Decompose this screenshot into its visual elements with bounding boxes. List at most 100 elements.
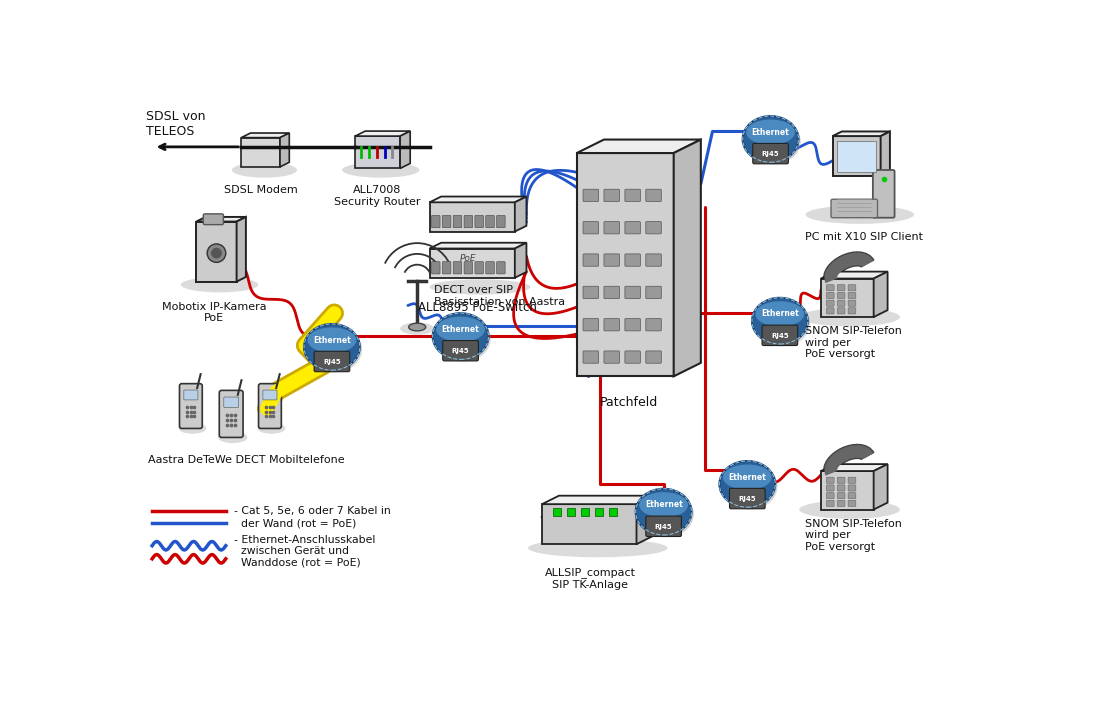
FancyBboxPatch shape <box>826 478 834 483</box>
Ellipse shape <box>208 244 226 262</box>
Polygon shape <box>430 196 527 202</box>
Ellipse shape <box>409 323 425 331</box>
FancyBboxPatch shape <box>454 215 461 228</box>
Polygon shape <box>280 133 290 167</box>
Ellipse shape <box>754 300 810 346</box>
FancyBboxPatch shape <box>583 318 599 331</box>
FancyBboxPatch shape <box>848 493 856 499</box>
FancyBboxPatch shape <box>625 286 640 298</box>
Text: ALL7008
Security Router: ALL7008 Security Router <box>333 186 420 207</box>
FancyBboxPatch shape <box>604 286 620 298</box>
FancyBboxPatch shape <box>485 262 494 274</box>
Ellipse shape <box>232 162 297 178</box>
Polygon shape <box>355 136 400 168</box>
Text: RJ45: RJ45 <box>451 348 469 354</box>
Polygon shape <box>833 136 881 176</box>
Polygon shape <box>821 464 888 471</box>
Polygon shape <box>821 471 873 510</box>
Polygon shape <box>197 222 236 282</box>
FancyBboxPatch shape <box>646 286 661 298</box>
FancyBboxPatch shape <box>837 285 845 291</box>
FancyBboxPatch shape <box>873 170 894 218</box>
FancyBboxPatch shape <box>485 215 494 228</box>
FancyBboxPatch shape <box>826 493 834 499</box>
FancyBboxPatch shape <box>496 262 505 274</box>
FancyBboxPatch shape <box>625 222 640 234</box>
FancyBboxPatch shape <box>826 485 834 491</box>
Ellipse shape <box>721 463 777 510</box>
FancyBboxPatch shape <box>837 478 845 483</box>
Polygon shape <box>542 495 654 504</box>
FancyBboxPatch shape <box>583 286 599 298</box>
FancyBboxPatch shape <box>646 318 661 331</box>
FancyBboxPatch shape <box>848 500 856 506</box>
Text: SDSL von
TELEOS: SDSL von TELEOS <box>146 110 205 138</box>
FancyBboxPatch shape <box>826 500 834 506</box>
Text: PC mit X10 SIP Client: PC mit X10 SIP Client <box>804 232 922 242</box>
Text: - Cat 5, 5e, 6 oder 7 Kabel in
  der Wand (rot = PoE): - Cat 5, 5e, 6 oder 7 Kabel in der Wand … <box>234 506 390 528</box>
Polygon shape <box>242 133 290 138</box>
Text: RJ45: RJ45 <box>762 151 779 157</box>
Polygon shape <box>197 217 246 222</box>
Polygon shape <box>236 217 246 282</box>
Polygon shape <box>430 249 515 277</box>
FancyBboxPatch shape <box>263 390 277 400</box>
FancyBboxPatch shape <box>604 351 620 364</box>
Text: SNOM SIP-Telefon
wird per
PoE versorgt: SNOM SIP-Telefon wird per PoE versorgt <box>804 326 902 359</box>
Polygon shape <box>833 131 890 136</box>
Text: PoE: PoE <box>460 254 477 263</box>
Ellipse shape <box>178 423 207 434</box>
Ellipse shape <box>307 328 356 353</box>
Ellipse shape <box>745 118 801 165</box>
Text: Patchfeld: Patchfeld <box>600 396 658 409</box>
FancyBboxPatch shape <box>826 308 834 314</box>
Ellipse shape <box>258 423 285 434</box>
Ellipse shape <box>747 120 795 145</box>
FancyBboxPatch shape <box>826 293 834 298</box>
FancyBboxPatch shape <box>837 493 845 499</box>
FancyBboxPatch shape <box>465 262 472 274</box>
Ellipse shape <box>755 301 804 327</box>
FancyBboxPatch shape <box>753 143 788 163</box>
Ellipse shape <box>400 323 434 335</box>
Ellipse shape <box>639 492 687 518</box>
Polygon shape <box>873 464 888 510</box>
FancyBboxPatch shape <box>625 189 640 201</box>
Polygon shape <box>400 131 410 168</box>
Text: SNOM SIP-Telefon
wird per
PoE versorgt: SNOM SIP-Telefon wird per PoE versorgt <box>804 519 902 552</box>
FancyBboxPatch shape <box>604 189 620 201</box>
Ellipse shape <box>304 324 360 370</box>
FancyBboxPatch shape <box>826 300 834 306</box>
FancyBboxPatch shape <box>646 254 661 266</box>
FancyBboxPatch shape <box>203 214 223 224</box>
FancyBboxPatch shape <box>729 488 765 509</box>
FancyBboxPatch shape <box>831 199 878 218</box>
FancyBboxPatch shape <box>646 516 681 536</box>
Text: Ethernet: Ethernet <box>442 325 480 334</box>
FancyBboxPatch shape <box>646 351 661 364</box>
FancyBboxPatch shape <box>625 254 640 266</box>
Text: RJ45: RJ45 <box>771 333 789 339</box>
Ellipse shape <box>722 465 772 490</box>
FancyBboxPatch shape <box>625 351 640 364</box>
Text: Ethernet: Ethernet <box>752 128 789 137</box>
Text: - Ethernet-Anschlusskabel
  zwischen Gerät und
  Wanddose (rot = PoE): - Ethernet-Anschlusskabel zwischen Gerät… <box>234 534 375 568</box>
Polygon shape <box>242 138 280 167</box>
FancyBboxPatch shape <box>826 285 834 291</box>
FancyBboxPatch shape <box>625 318 640 331</box>
FancyBboxPatch shape <box>604 222 620 234</box>
Text: DECT over SIP
Basisstation von Aastra: DECT over SIP Basisstation von Aastra <box>434 285 565 307</box>
Ellipse shape <box>799 500 900 519</box>
FancyBboxPatch shape <box>837 485 845 491</box>
Text: Ethernet: Ethernet <box>761 310 799 318</box>
FancyBboxPatch shape <box>646 222 661 234</box>
Ellipse shape <box>211 248 222 259</box>
Ellipse shape <box>218 432 247 443</box>
Polygon shape <box>636 495 654 544</box>
FancyBboxPatch shape <box>837 293 845 298</box>
FancyBboxPatch shape <box>837 500 845 506</box>
FancyBboxPatch shape <box>179 384 202 429</box>
FancyBboxPatch shape <box>646 189 661 201</box>
FancyBboxPatch shape <box>184 390 198 400</box>
Text: Ethernet: Ethernet <box>313 336 351 345</box>
